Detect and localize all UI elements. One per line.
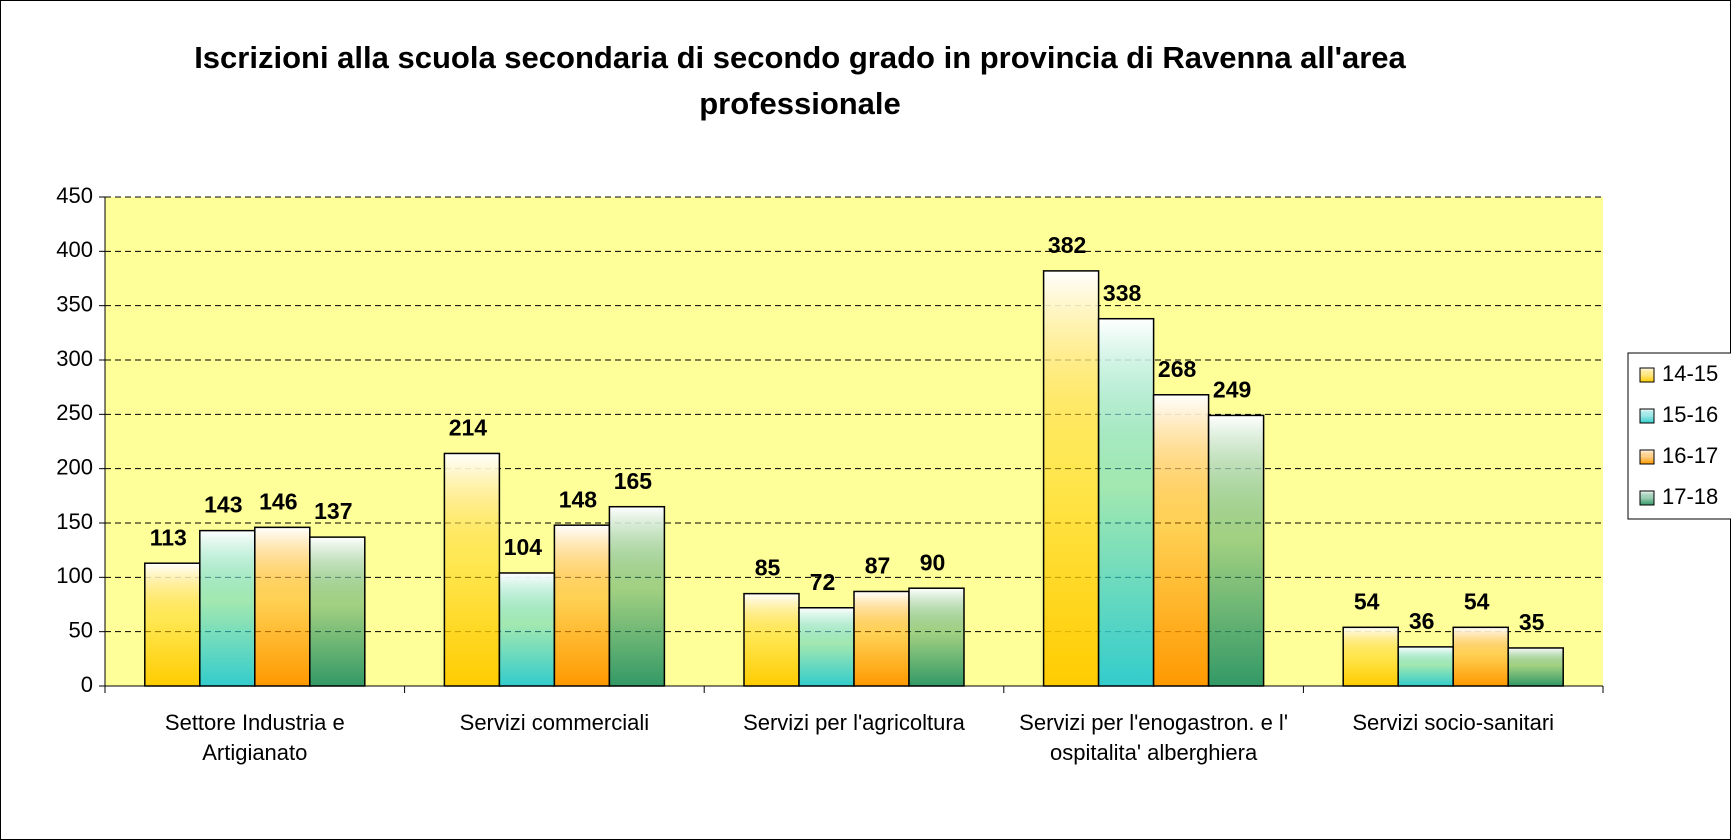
bar (743, 592, 800, 687)
bar (1452, 626, 1509, 687)
y-tick-label: 200 (56, 454, 93, 479)
data-label: 104 (504, 534, 543, 560)
x-label-box: Settore Industria e Artigianato (164, 710, 345, 765)
title-box: Iscrizioni alla scuola secondaria di sec… (194, 40, 1406, 121)
y-tick-label: 400 (56, 237, 93, 262)
data-label: 54 (1354, 588, 1380, 614)
x-label-box: Servizi per l'agricoltura (743, 710, 965, 735)
x-tick-label: Settore Industria e Artigianato (164, 710, 345, 765)
data-label: 148 (559, 486, 598, 512)
data-label: 85 (755, 555, 781, 581)
x-tick-label: Servizi socio-sanitari (1352, 710, 1555, 735)
x-tick-label: Servizi per l'agricoltura (743, 710, 965, 735)
data-label: 113 (150, 524, 187, 550)
x-label-box: Servizi commerciali (459, 710, 650, 735)
bar (1397, 646, 1454, 687)
bar (443, 452, 501, 687)
data-label: 87 (865, 553, 891, 579)
bar (199, 529, 256, 687)
bar (1342, 626, 1399, 687)
legend-label: 15-16 (1662, 402, 1718, 427)
bar (1042, 270, 1100, 687)
y-tick-label: 450 (56, 183, 93, 208)
bar (498, 572, 556, 687)
bar (254, 526, 311, 687)
bar (908, 587, 965, 687)
bar (144, 562, 201, 687)
legend-swatch (1639, 367, 1655, 383)
x-label-box: Servizi per l'enogastron. e l' ospitalit… (1019, 710, 1289, 765)
legend-swatch (1639, 490, 1655, 506)
data-label: 90 (920, 549, 946, 575)
y-tick-label: 50 (69, 617, 93, 642)
bar (1507, 647, 1564, 687)
y-tick-label: 150 (56, 509, 93, 534)
data-label: 268 (1158, 356, 1197, 382)
data-label: 137 (314, 498, 352, 524)
data-label: 214 (449, 415, 488, 441)
y-tick-label: 250 (56, 400, 93, 425)
x-tick-label: Servizi per l'enogastron. e l' ospitalit… (1019, 710, 1289, 765)
data-label: 338 (1103, 280, 1142, 306)
bar (309, 536, 366, 687)
chart-title: Iscrizioni alla scuola secondaria di sec… (194, 40, 1406, 121)
y-tick-label: 300 (56, 346, 93, 371)
bar (853, 590, 910, 687)
legend-swatch (1639, 449, 1655, 465)
data-label: 249 (1213, 376, 1251, 402)
bar (1152, 394, 1210, 687)
y-tick-label: 100 (56, 563, 93, 588)
bar (1207, 414, 1265, 687)
bar (608, 505, 666, 687)
y-tick-label: 350 (56, 291, 93, 316)
bar (553, 524, 611, 687)
data-label: 36 (1409, 608, 1435, 634)
legend-label: 16-17 (1662, 443, 1718, 468)
data-label: 72 (810, 569, 836, 595)
data-label: 143 (204, 492, 242, 518)
legend-label: 14-15 (1662, 361, 1718, 386)
data-label: 35 (1519, 609, 1545, 635)
data-label: 165 (614, 468, 653, 494)
data-label: 146 (259, 488, 297, 514)
data-label: 54 (1464, 588, 1490, 614)
legend-swatch (1639, 408, 1655, 424)
legend-label: 17-18 (1662, 484, 1718, 509)
y-tick-label: 0 (81, 672, 93, 697)
x-tick-label: Servizi commerciali (459, 710, 650, 735)
bar (1097, 317, 1155, 687)
bar (798, 607, 855, 687)
data-label: 382 (1048, 232, 1086, 258)
x-label-box: Servizi socio-sanitari (1352, 710, 1555, 735)
